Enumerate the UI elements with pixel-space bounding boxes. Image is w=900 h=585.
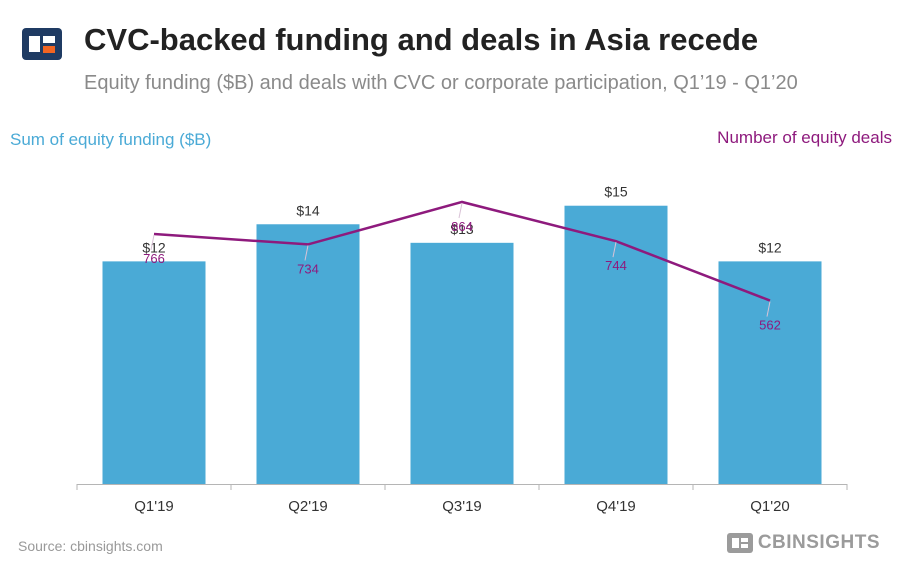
x-tick-label: Q2'19 (288, 498, 328, 515)
left-axis-title: Sum of equity funding ($B) (10, 130, 212, 149)
deal-value-label: 766 (143, 251, 165, 266)
source-note: Source: cbinsights.com (18, 538, 163, 554)
bar (410, 242, 514, 484)
deal-label-leader (612, 242, 617, 258)
bar (564, 205, 668, 484)
bar-value-label: $12 (758, 239, 782, 255)
bar-value-label: $14 (296, 202, 320, 218)
bar (102, 261, 206, 484)
x-tick-label: Q4'19 (596, 498, 636, 515)
deal-value-label: 734 (297, 261, 319, 276)
deal-label-leader (304, 245, 309, 261)
cb-brand-icon (726, 533, 753, 553)
bar-value-label: $13 (450, 221, 474, 237)
bar-value-label: $15 (604, 184, 628, 200)
cb-logo-icon (22, 28, 62, 60)
deal-label-leader (458, 202, 463, 219)
right-axis-title: Number of equity deals (717, 128, 892, 147)
deal-value-label: 864 (451, 219, 473, 234)
brand-text: CBINSIGHTS (757, 532, 880, 553)
bar (718, 261, 822, 484)
x-tick-label: Q3'19 (442, 498, 482, 515)
brand-mark: CBINSIGHTS (726, 532, 880, 554)
deal-value-label: 562 (759, 318, 781, 333)
chart-subtitle: Equity funding ($B) and deals with CVC o… (84, 72, 798, 94)
deals-line (153, 200, 771, 302)
x-tick-label: Q1'19 (134, 498, 174, 515)
x-tick-label: Q1'20 (750, 498, 790, 515)
deal-label-leader (766, 301, 771, 317)
deal-label-leader (150, 234, 155, 251)
deal-value-label: 744 (605, 258, 627, 273)
bar (256, 224, 360, 484)
bar-value-label: $12 (142, 239, 166, 255)
chart-title: CVC-backed funding and deals in Asia rec… (84, 22, 759, 57)
